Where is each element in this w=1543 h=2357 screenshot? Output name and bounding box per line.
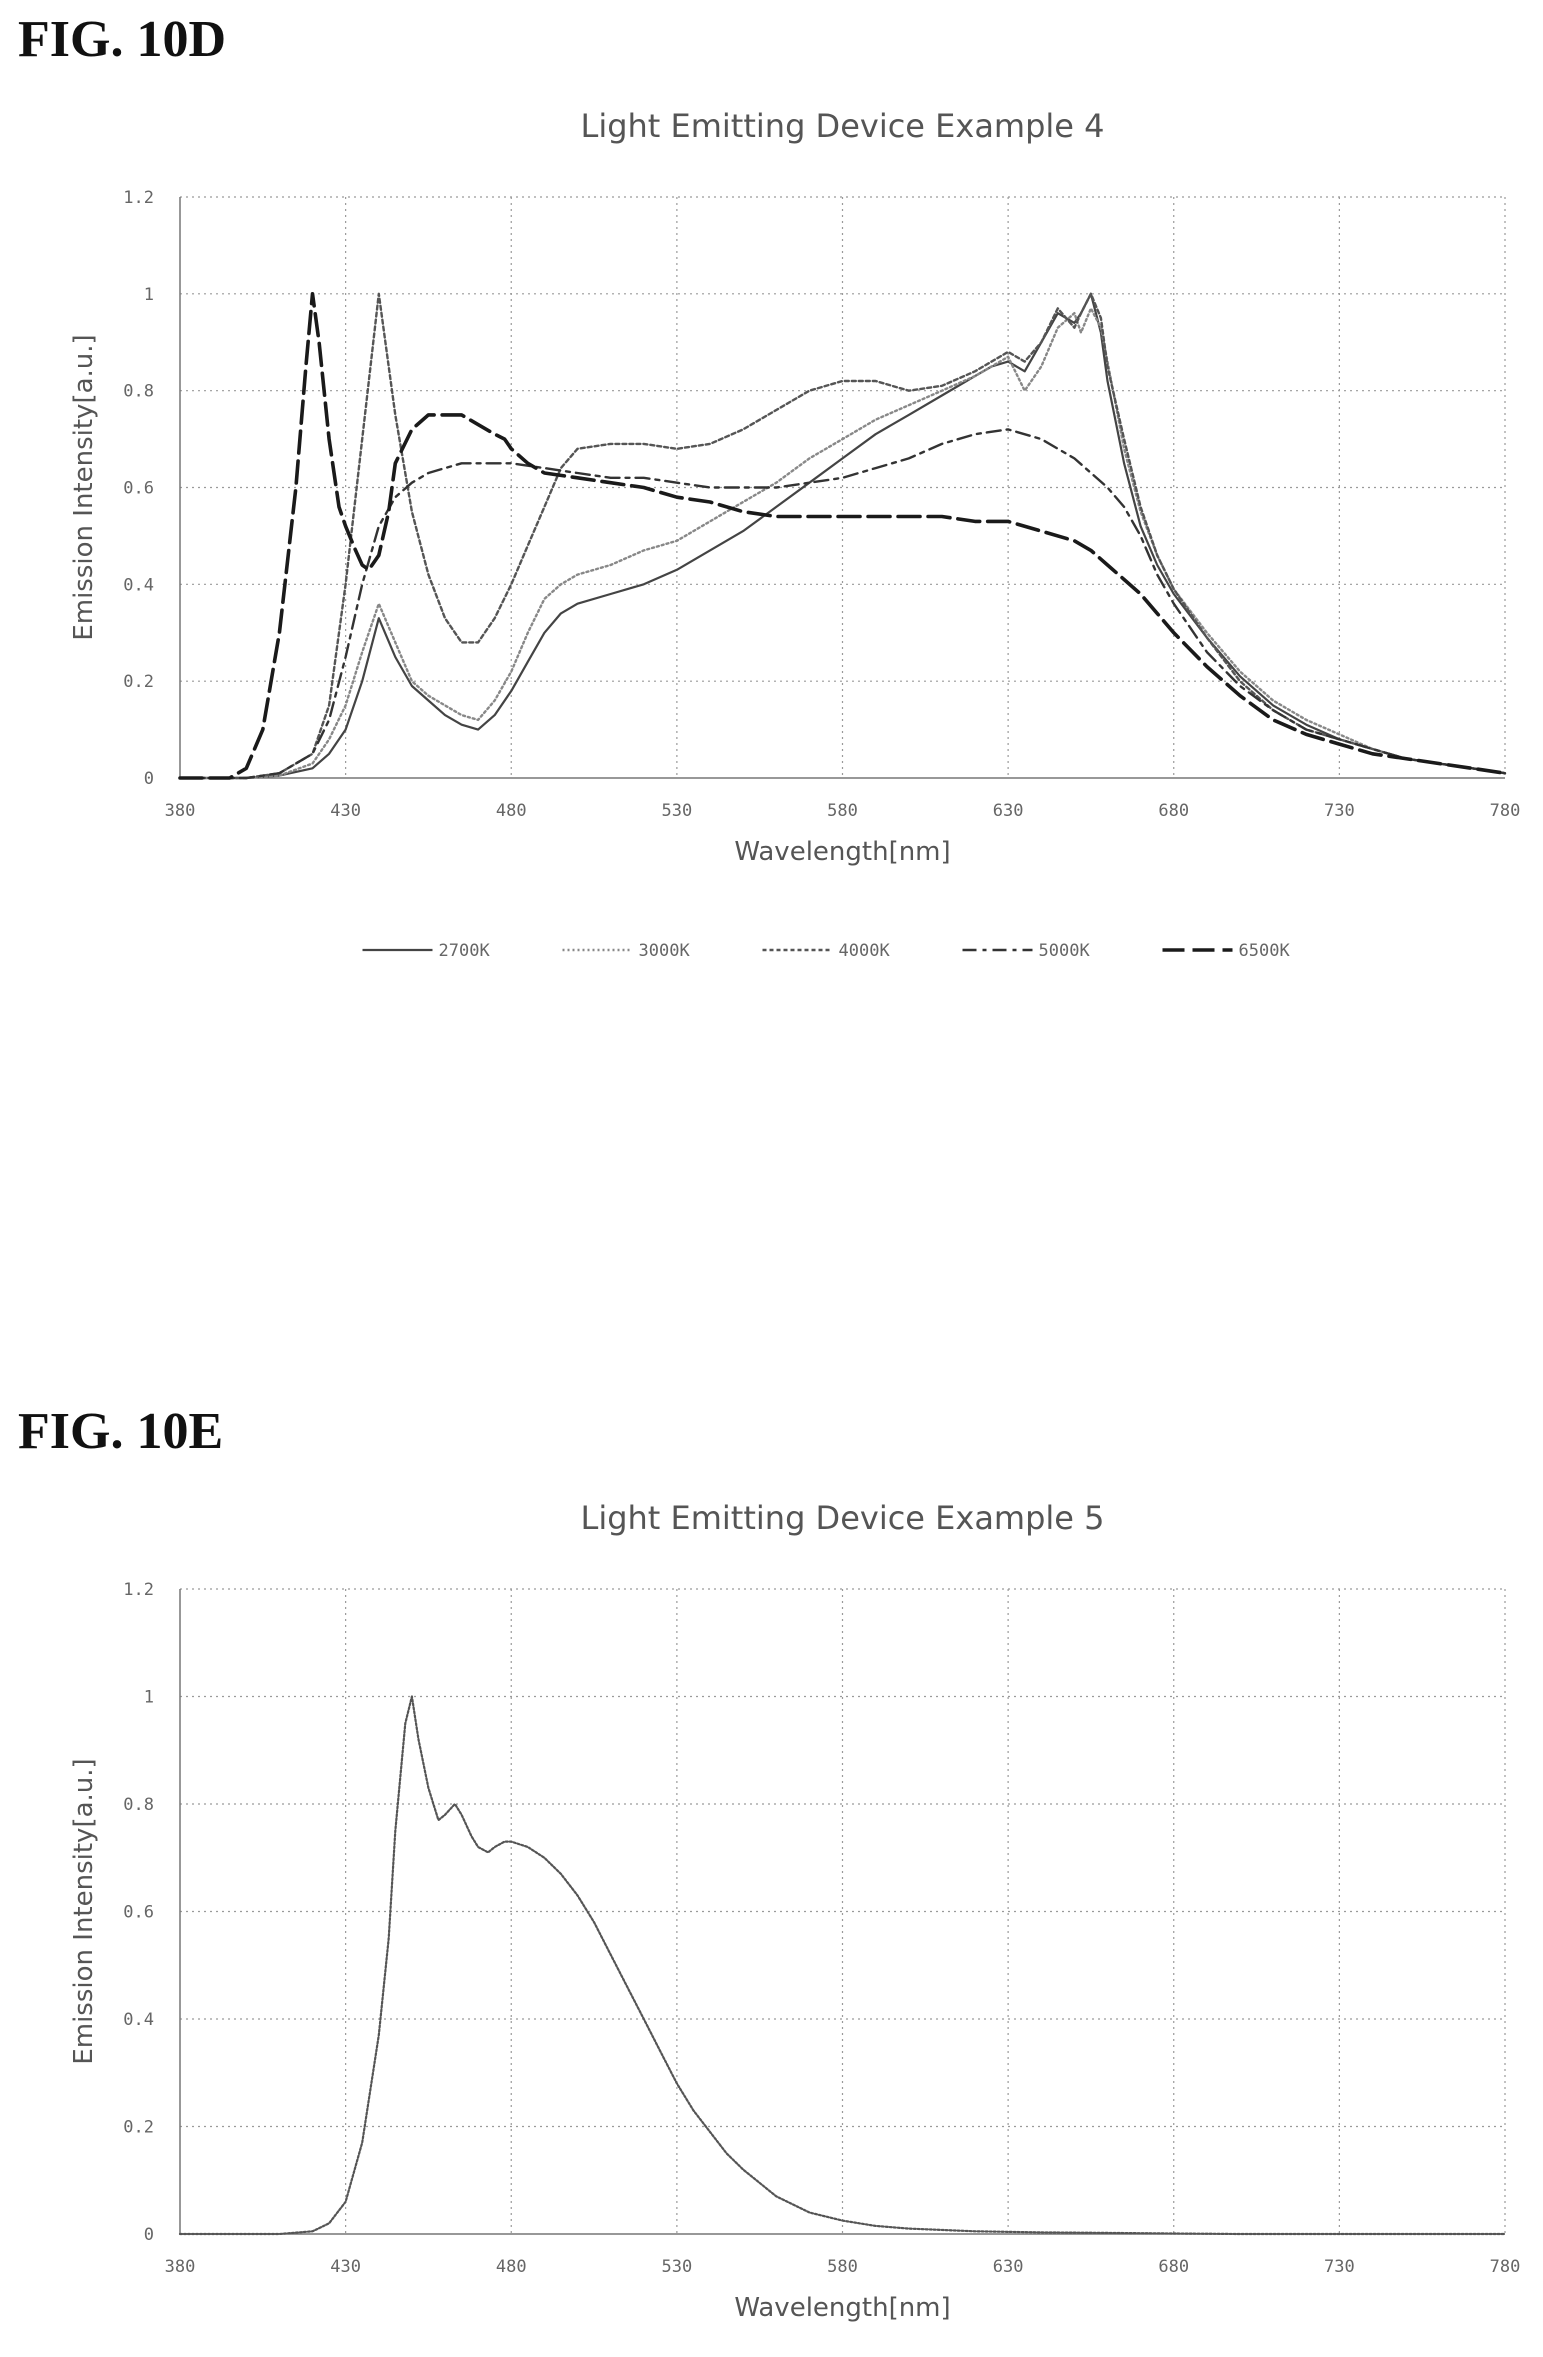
x-tick-label: 730	[1324, 2257, 1355, 2277]
legend-label: 4000K	[839, 941, 891, 961]
y-tick-label: 0.4	[123, 575, 154, 595]
legend-label: 6500K	[1239, 941, 1291, 961]
legend-label: 5000K	[1039, 941, 1091, 961]
x-axis-label: Wavelength[nm]	[734, 2293, 950, 2323]
x-tick-label: 630	[993, 2257, 1024, 2277]
x-tick-label: 530	[662, 801, 693, 821]
x-tick-label: 580	[827, 801, 858, 821]
chart-example-4: Light Emitting Device Example 4 380 430 480…	[69, 107, 1521, 961]
chart-title: Light Emitting Device Example 5	[580, 1499, 1104, 1537]
y-tick-label: 0.2	[123, 672, 154, 692]
figure-label: FIG. 10E	[18, 1403, 224, 1460]
y-tick-label: 1.2	[123, 1580, 154, 1600]
y-tick-label: 0.6	[123, 1903, 154, 1923]
series-line-3000k	[178, 307, 1507, 780]
x-tick-label: 730	[1324, 801, 1355, 821]
figure-label: FIG. 10D	[18, 11, 226, 68]
legend-label: 2700K	[439, 941, 491, 961]
y-tick-label: 1	[144, 285, 154, 305]
series-line-4000k	[178, 292, 1507, 780]
x-tick-label: 630	[993, 801, 1024, 821]
chart-title: Light Emitting Device Example 4	[580, 107, 1104, 145]
y-tick-label: 0.2	[123, 2118, 154, 2138]
y-tick-label: 0.6	[123, 479, 154, 499]
series-line-5000k	[178, 428, 1507, 780]
y-tick-label: 0	[144, 2225, 154, 2245]
x-tick-label: 530	[662, 2257, 693, 2277]
x-tick-label: 680	[1158, 2257, 1189, 2277]
y-tick-label: 0.8	[123, 382, 154, 402]
x-tick-label: 780	[1490, 801, 1521, 821]
x-tick-label: 680	[1158, 801, 1189, 821]
series-line-6500k	[178, 292, 1507, 780]
x-axis-label: Wavelength[nm]	[734, 837, 950, 867]
x-tick-label: 780	[1490, 2257, 1521, 2277]
x-tick-label: 480	[496, 801, 527, 821]
x-tick-label: 380	[165, 801, 196, 821]
y-tick-label: 0.4	[123, 2010, 154, 2030]
y-axis-label: Emission Intensity[a.u.]	[69, 334, 99, 640]
y-tick-label: 0	[144, 769, 154, 789]
legend-label: 3000K	[639, 941, 691, 961]
y-tick-label: 1.2	[123, 188, 154, 208]
y-tick-label: 1	[144, 1688, 154, 1708]
y-tick-label: 0.8	[123, 1795, 154, 1815]
chart-example-5: Light Emitting Device Example 5 380 430 480…	[69, 1499, 1521, 2323]
x-tick-label: 480	[496, 2257, 527, 2277]
x-tick-label: 380	[165, 2257, 196, 2277]
x-tick-label: 430	[330, 2257, 361, 2277]
series-line	[178, 1695, 1507, 2236]
x-tick-label: 430	[330, 801, 361, 821]
y-axis-label: Emission Intensity[a.u.]	[69, 1758, 99, 2064]
x-tick-label: 580	[827, 2257, 858, 2277]
